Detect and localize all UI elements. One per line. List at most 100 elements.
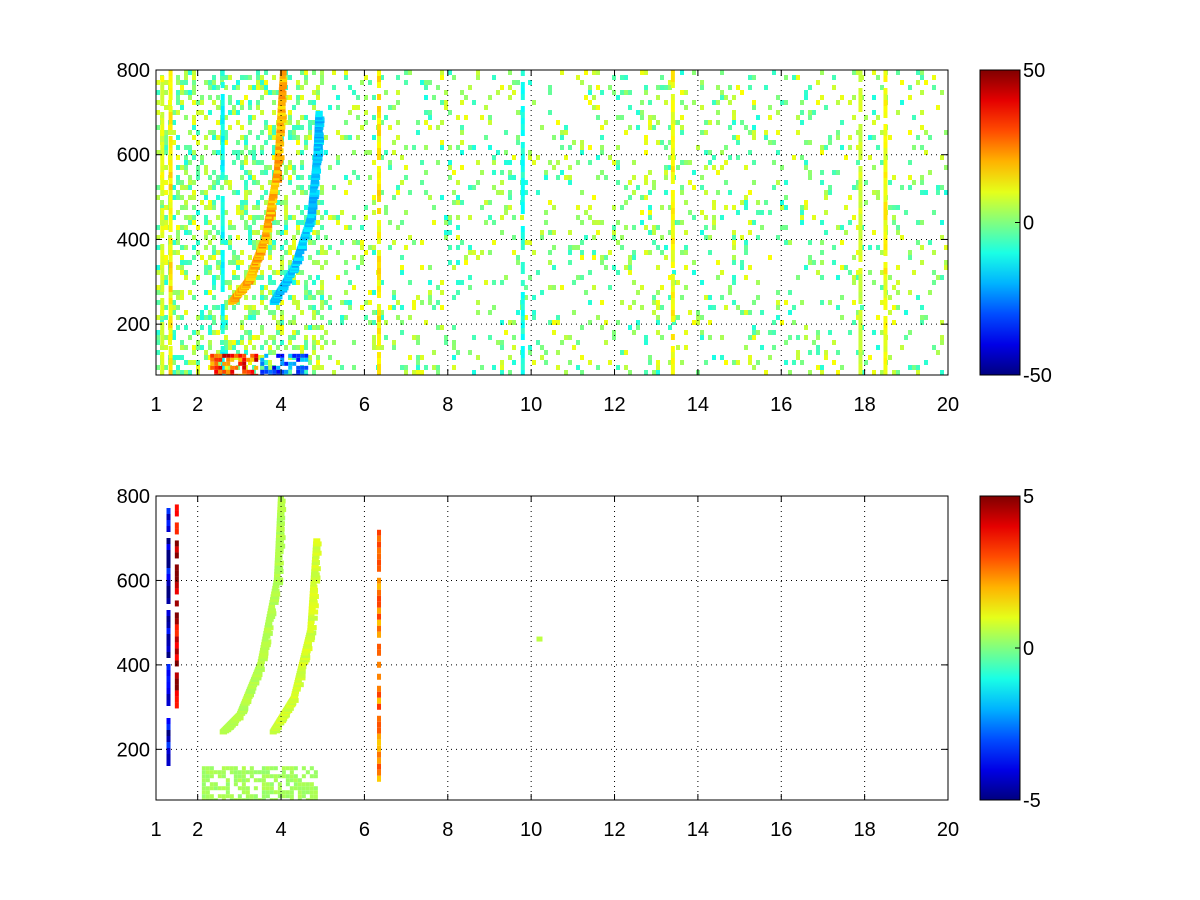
heatmap-cell <box>360 255 364 260</box>
heatmap-cell <box>668 230 672 235</box>
heatmap-cell <box>736 360 740 365</box>
heatmap-cell <box>544 220 548 225</box>
heatmap-cell <box>820 145 824 150</box>
heatmap-cell <box>636 290 640 295</box>
heatmap-cell <box>808 255 812 260</box>
heatmap-cell <box>756 360 760 365</box>
heatmap-cell <box>916 365 920 370</box>
heatmap-band <box>377 262 382 268</box>
y-tick-label: 600 <box>117 145 150 167</box>
heatmap-blob <box>268 369 273 374</box>
heatmap-cell <box>344 315 348 320</box>
heatmap-cell <box>724 360 728 365</box>
heatmap-cell <box>476 75 480 80</box>
heatmap-band <box>858 244 863 250</box>
heatmap-cell <box>776 290 780 295</box>
heatmap-blob <box>285 778 290 783</box>
heatmap-cell <box>192 255 196 260</box>
heatmap-band <box>377 739 382 746</box>
heatmap-band <box>858 316 863 322</box>
heatmap-cell <box>432 205 436 210</box>
heatmap-cell <box>784 240 788 245</box>
heatmap-blob <box>273 766 278 771</box>
heatmap-band <box>858 352 863 358</box>
heatmap-band <box>670 232 675 238</box>
heatmap-cell <box>744 310 748 315</box>
heatmap-cell <box>800 205 804 210</box>
heatmap-cell <box>176 295 180 300</box>
heatmap-blob <box>221 774 226 779</box>
heatmap-cell <box>764 200 768 205</box>
heatmap-cell <box>396 315 400 320</box>
heatmap-cell <box>300 210 304 215</box>
heatmap-cell <box>204 235 208 240</box>
heatmap-cell <box>380 190 384 195</box>
heatmap-cell <box>856 270 860 275</box>
heatmap-cell <box>196 340 200 345</box>
heatmap-cell <box>908 290 912 295</box>
heatmap-band <box>858 346 863 352</box>
heatmap-cell <box>508 205 512 210</box>
heatmap-cell <box>896 225 900 230</box>
heatmap-cell <box>436 370 440 375</box>
heatmap-cell <box>312 365 316 370</box>
heatmap-cell <box>252 215 256 220</box>
heatmap-cell <box>260 170 264 175</box>
heatmap-cell <box>704 120 708 125</box>
heatmap-cell <box>708 150 712 155</box>
heatmap-cell <box>944 130 948 135</box>
heatmap-blob <box>238 357 243 362</box>
heatmap-band <box>858 322 863 328</box>
heatmap-band <box>166 514 171 520</box>
heatmap-blob <box>261 798 266 800</box>
heatmap-cell <box>216 330 220 335</box>
heatmap-band <box>883 154 888 160</box>
heatmap-cell <box>236 340 240 345</box>
heatmap-cell <box>208 355 212 360</box>
heatmap-band <box>858 250 863 256</box>
heatmap-cell <box>280 200 284 205</box>
heatmap-cell <box>520 215 524 220</box>
heatmap-arc <box>311 566 321 572</box>
heatmap-cell <box>260 185 264 190</box>
heatmap-cell <box>808 260 812 265</box>
heatmap-cell <box>164 205 168 210</box>
heatmap-cell <box>172 360 176 365</box>
heatmap-cell <box>932 210 936 215</box>
heatmap-cell <box>260 130 264 135</box>
heatmap-cell <box>868 135 872 140</box>
heatmap-blob <box>253 778 258 783</box>
heatmap-cell <box>616 95 620 100</box>
heatmap-cell <box>476 300 480 305</box>
heatmap-blob <box>261 782 266 787</box>
heatmap-cell <box>348 305 352 310</box>
heatmap-cell <box>200 315 204 320</box>
heatmap-cell <box>160 345 164 350</box>
heatmap-band <box>166 616 171 622</box>
heatmap-cell <box>644 140 648 145</box>
heatmap-blob <box>296 353 301 358</box>
heatmap-cell <box>252 310 256 315</box>
heatmap-cell <box>164 180 168 185</box>
heatmap-cell <box>776 95 780 100</box>
heatmap-cell <box>612 330 616 335</box>
heatmap-cell <box>628 255 632 260</box>
heatmap-cell <box>656 290 660 295</box>
heatmap-cell <box>644 335 648 340</box>
heatmap-cell <box>748 130 752 135</box>
heatmap-cell <box>272 310 276 315</box>
heatmap-cell <box>364 150 368 155</box>
heatmap-cell <box>452 355 456 360</box>
heatmap-cell <box>208 130 212 135</box>
heatmap-cell <box>456 350 460 355</box>
heatmap-blob <box>233 770 238 775</box>
heatmap-blob <box>260 361 265 366</box>
heatmap-cell <box>488 335 492 340</box>
heatmap-cell <box>724 305 728 310</box>
heatmap-cell <box>292 165 296 170</box>
heatmap-cell <box>476 180 480 185</box>
heatmap-cell <box>180 85 184 90</box>
heatmap-cell <box>548 260 552 265</box>
heatmap-blob <box>273 798 278 800</box>
heatmap-cell <box>292 105 296 110</box>
